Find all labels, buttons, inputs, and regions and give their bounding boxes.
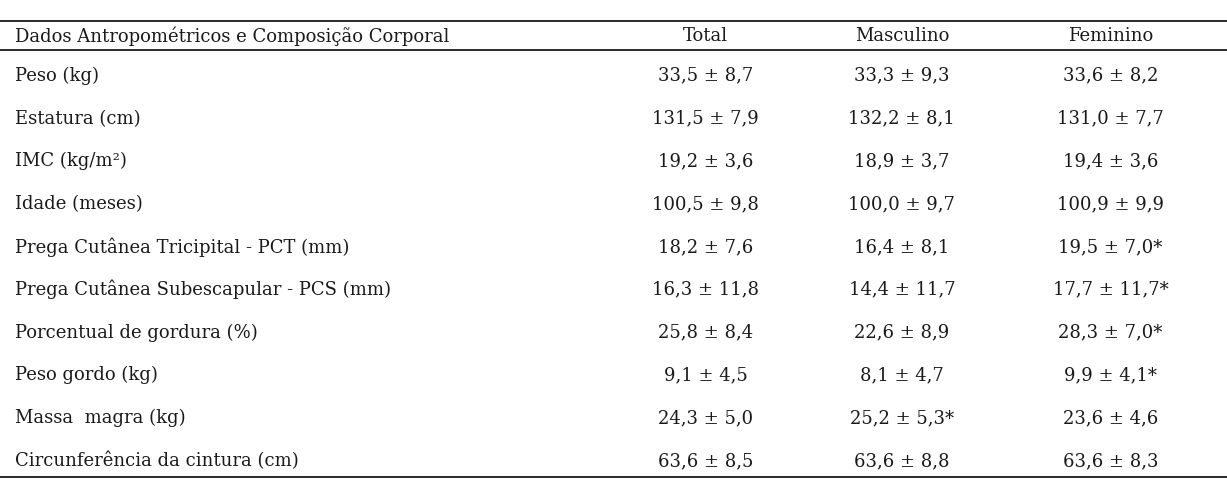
- Text: 63,6 ± 8,5: 63,6 ± 8,5: [658, 451, 753, 469]
- Text: 131,5 ± 7,9: 131,5 ± 7,9: [652, 109, 760, 127]
- Text: Peso (kg): Peso (kg): [15, 66, 98, 85]
- Text: 28,3 ± 7,0*: 28,3 ± 7,0*: [1058, 323, 1163, 341]
- Text: 14,4 ± 11,7: 14,4 ± 11,7: [849, 280, 955, 298]
- Text: Masculino: Masculino: [855, 27, 948, 45]
- Text: 8,1 ± 4,7: 8,1 ± 4,7: [860, 366, 944, 384]
- Text: 100,5 ± 9,8: 100,5 ± 9,8: [652, 195, 760, 213]
- Text: 22,6 ± 8,9: 22,6 ± 8,9: [854, 323, 950, 341]
- Text: Dados Antropométricos e Composição Corporal: Dados Antropométricos e Composição Corpo…: [15, 26, 449, 46]
- Text: Idade (meses): Idade (meses): [15, 195, 142, 213]
- Text: 19,4 ± 3,6: 19,4 ± 3,6: [1063, 152, 1158, 170]
- Text: 63,6 ± 8,8: 63,6 ± 8,8: [854, 451, 950, 469]
- Text: Prega Cutânea Tricipital - PCT (mm): Prega Cutânea Tricipital - PCT (mm): [15, 237, 350, 256]
- Text: 132,2 ± 8,1: 132,2 ± 8,1: [848, 109, 956, 127]
- Text: 33,5 ± 8,7: 33,5 ± 8,7: [658, 67, 753, 84]
- Text: Total: Total: [683, 27, 728, 45]
- Text: 100,9 ± 9,9: 100,9 ± 9,9: [1056, 195, 1164, 213]
- Text: 33,6 ± 8,2: 33,6 ± 8,2: [1063, 67, 1158, 84]
- Text: 100,0 ± 9,7: 100,0 ± 9,7: [848, 195, 956, 213]
- Text: 18,9 ± 3,7: 18,9 ± 3,7: [854, 152, 950, 170]
- Text: 9,9 ± 4,1*: 9,9 ± 4,1*: [1064, 366, 1157, 384]
- Text: 9,1 ± 4,5: 9,1 ± 4,5: [664, 366, 747, 384]
- Text: 24,3 ± 5,0: 24,3 ± 5,0: [658, 408, 753, 426]
- Text: 33,3 ± 9,3: 33,3 ± 9,3: [854, 67, 950, 84]
- Text: 16,4 ± 8,1: 16,4 ± 8,1: [854, 238, 950, 255]
- Text: IMC (kg/m²): IMC (kg/m²): [15, 152, 126, 170]
- Text: 18,2 ± 7,6: 18,2 ± 7,6: [658, 238, 753, 255]
- Text: Estatura (cm): Estatura (cm): [15, 109, 140, 127]
- Text: Prega Cutânea Subescapular - PCS (mm): Prega Cutânea Subescapular - PCS (mm): [15, 280, 390, 299]
- Text: Massa  magra (kg): Massa magra (kg): [15, 408, 185, 427]
- Text: Feminino: Feminino: [1067, 27, 1153, 45]
- Text: 19,2 ± 3,6: 19,2 ± 3,6: [658, 152, 753, 170]
- Text: 63,6 ± 8,3: 63,6 ± 8,3: [1063, 451, 1158, 469]
- Text: 16,3 ± 11,8: 16,3 ± 11,8: [652, 280, 760, 298]
- Text: 25,8 ± 8,4: 25,8 ± 8,4: [658, 323, 753, 341]
- Text: Porcentual de gordura (%): Porcentual de gordura (%): [15, 323, 258, 341]
- Text: 25,2 ± 5,3*: 25,2 ± 5,3*: [850, 408, 953, 426]
- Text: 19,5 ± 7,0*: 19,5 ± 7,0*: [1058, 238, 1163, 255]
- Text: Circunferência da cintura (cm): Circunferência da cintura (cm): [15, 451, 298, 469]
- Text: 17,7 ± 11,7*: 17,7 ± 11,7*: [1053, 280, 1168, 298]
- Text: 23,6 ± 4,6: 23,6 ± 4,6: [1063, 408, 1158, 426]
- Text: 131,0 ± 7,7: 131,0 ± 7,7: [1056, 109, 1164, 127]
- Text: Peso gordo (kg): Peso gordo (kg): [15, 366, 157, 384]
